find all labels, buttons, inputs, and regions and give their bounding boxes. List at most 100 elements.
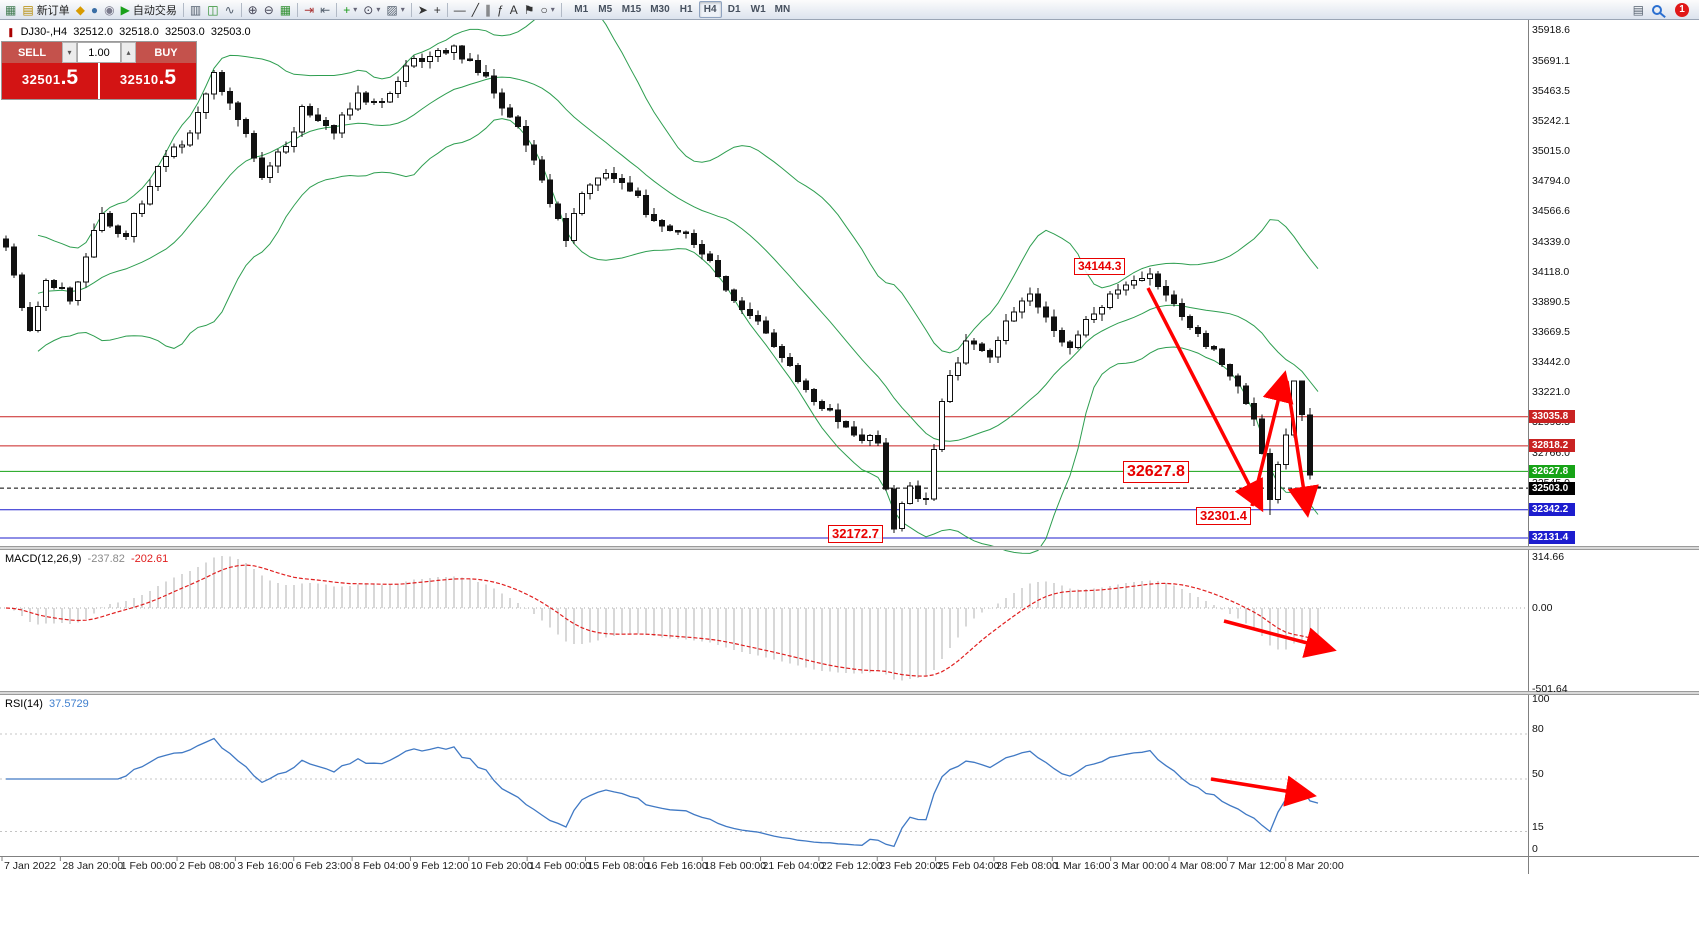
- price-level-label: 32503.0: [1529, 481, 1575, 495]
- rebound-up-arrow[interactable]: [1250, 370, 1294, 507]
- new-chart-button[interactable]: ▦: [2, 1, 19, 19]
- market-watch-button[interactable]: ●: [88, 1, 101, 19]
- downtrend-arrow[interactable]: [1146, 287, 1264, 513]
- time-axis-label: 3 Mar 00:00: [1112, 860, 1169, 872]
- horizontal-line-button[interactable]: —: [451, 1, 469, 19]
- price-axis-border: [1528, 20, 1529, 874]
- buy-button[interactable]: BUY: [136, 42, 196, 63]
- timeframe-d1-button[interactable]: D1: [727, 4, 741, 15]
- periods-button[interactable]: ⊙ ▾: [360, 1, 383, 19]
- chart-ohlc-header: ❚ DJ30-,H4 32512.0 32518.0 32503.0 32503…: [7, 26, 251, 38]
- periods-caret-icon[interactable]: ▾: [376, 5, 381, 14]
- chart-area[interactable]: ❚ DJ30-,H4 32512.0 32518.0 32503.0 32503…: [0, 0, 1699, 874]
- indicators-button[interactable]: + ▾: [340, 1, 360, 19]
- pane-separator-rsi[interactable]: [0, 691, 1699, 695]
- autotrading-button[interactable]: ▶ 自动交易: [118, 1, 180, 19]
- metaeditor-button[interactable]: ◆: [73, 1, 88, 19]
- time-axis-label: 3 Feb 16:00: [237, 860, 294, 872]
- rebound-down-arrow[interactable]: [1285, 380, 1319, 518]
- time-axis-label: 28 Jan 20:00: [62, 860, 124, 872]
- rsi-label: RSI(14): [5, 698, 43, 710]
- buy-price-button[interactable]: 32510.5: [100, 63, 196, 99]
- zoom-out-button[interactable]: ⊖: [261, 1, 277, 19]
- time-axis-label: 23 Feb 20:00: [879, 860, 942, 872]
- fibonacci-button[interactable]: ƒ: [494, 1, 507, 19]
- candlestick-chart-icon: ◫: [207, 2, 219, 17]
- shapes-caret-icon[interactable]: ▾: [550, 5, 555, 14]
- volume-input[interactable]: [77, 42, 121, 63]
- resistance-price-label[interactable]: 32627.8: [1123, 461, 1189, 483]
- cursor-button[interactable]: ➤: [415, 1, 431, 19]
- macd-label: MACD(12,26,9): [5, 553, 82, 565]
- time-axis-label: 15 Feb 08:00: [587, 860, 650, 872]
- line-chart-button[interactable]: ∿: [222, 1, 238, 19]
- price-axis-tick: 33669.5: [1532, 325, 1570, 338]
- volume-down-button[interactable]: ▾: [62, 42, 77, 63]
- macd-axis-tick: -501.64: [1532, 682, 1568, 695]
- chart-svg[interactable]: [0, 0, 1699, 874]
- rsi-axis-tick: 50: [1532, 768, 1544, 780]
- pane-separator-macd[interactable]: [0, 546, 1699, 550]
- panel-toggle-icon[interactable]: ▤: [1632, 2, 1644, 17]
- swing-high-price-label[interactable]: 34144.3: [1074, 258, 1126, 275]
- sell-price-button[interactable]: 32501.5: [2, 63, 98, 99]
- zoom-in-icon: ⊕: [247, 2, 258, 17]
- candlestick-chart-button[interactable]: ◫: [204, 1, 221, 19]
- time-axis-label: 2 Feb 08:00: [179, 860, 236, 872]
- templates-caret-icon[interactable]: ▾: [400, 5, 405, 14]
- notification-badge[interactable]: 1: [1675, 2, 1689, 17]
- shapes-icon: ○: [540, 2, 548, 17]
- new-order-icon: ▤: [22, 2, 34, 17]
- market-watch-icon: ●: [90, 2, 99, 17]
- chart-canvas[interactable]: [0, 0, 1699, 879]
- macd-trend-arrow[interactable]: [1223, 619, 1337, 658]
- text-button[interactable]: A: [507, 1, 521, 19]
- timeframe-h4-button[interactable]: H4: [698, 1, 722, 18]
- swing-low-price-label[interactable]: 32301.4: [1196, 507, 1251, 526]
- timeframe-mn-button[interactable]: MN: [774, 4, 791, 15]
- crosshair-button[interactable]: +: [431, 1, 444, 19]
- price-axis-tick: 34566.6: [1532, 205, 1570, 218]
- bollinger-middle-band: [37, 76, 1319, 442]
- search-icon[interactable]: [1652, 4, 1662, 15]
- timeframe-m30-button[interactable]: M30: [650, 4, 670, 15]
- sell-button[interactable]: SELL: [2, 42, 62, 63]
- timeframe-m15-button[interactable]: M15: [621, 4, 642, 15]
- price-axis-tick: 35015.0: [1532, 145, 1570, 158]
- text-label-button[interactable]: ⚑: [521, 1, 538, 19]
- rsi-trend-arrow[interactable]: [1210, 775, 1317, 807]
- chart-shift-button[interactable]: ⇤: [317, 1, 333, 19]
- timeframe-w1-button[interactable]: W1: [750, 4, 766, 15]
- price-level-label: 32818.2: [1529, 439, 1575, 453]
- zoom-in-button[interactable]: ⊕: [245, 1, 261, 19]
- rsi-axis-tick: 15: [1532, 820, 1544, 833]
- indicators-caret-icon[interactable]: ▾: [353, 5, 358, 14]
- symbol-period: DJ30-,H4: [20, 26, 68, 38]
- price-axis-tick: 34339.0: [1532, 235, 1570, 248]
- time-axis-label: 8 Mar 20:00: [1287, 860, 1344, 872]
- tile-windows-button[interactable]: ▦: [277, 1, 294, 19]
- price-axis-tick: 35463.5: [1532, 85, 1570, 98]
- templates-icon: ▨: [386, 2, 398, 17]
- auto-scroll-button[interactable]: ⇥: [301, 1, 317, 19]
- volume-up-button[interactable]: ▴: [121, 42, 136, 63]
- equidistant-channel-button[interactable]: ∥: [482, 1, 494, 19]
- strategy-tester-button[interactable]: ◉: [101, 1, 117, 19]
- toolbar-groups: ▦ ▤ 新订单 ◆ ● ◉ ▶ 自动交易 ▥ ◫ ∿ ⊕ ⊖ ▦ ⇥ ⇤ + ▾ ⊙ ▾ ▨ ▾ ➤ + — ╱ ∥ ƒ A ⚑ ○ ▾: [2, 1, 558, 19]
- timeframe-m5-button[interactable]: M5: [598, 4, 613, 15]
- bottom-price-label[interactable]: 32172.7: [828, 525, 883, 544]
- new-order-button[interactable]: ▤ 新订单: [19, 1, 72, 19]
- bar-chart-button[interactable]: ▥: [187, 1, 204, 19]
- time-axis-label: 16 Feb 16:00: [645, 860, 708, 872]
- templates-button[interactable]: ▨ ▾: [383, 1, 407, 19]
- trendline-button[interactable]: ╱: [469, 1, 482, 19]
- timeframe-h1-button[interactable]: H1: [679, 4, 693, 15]
- shapes-button[interactable]: ○ ▾: [537, 1, 557, 19]
- toolbar-separator: [240, 2, 242, 17]
- bollinger-lower-band: [37, 118, 1319, 554]
- timeframe-m1-button[interactable]: M1: [574, 4, 589, 15]
- price-axis-tick: 35691.1: [1532, 54, 1570, 67]
- sell-price-main: 32501: [21, 72, 61, 87]
- price-axis-tick: 33442.0: [1532, 356, 1570, 369]
